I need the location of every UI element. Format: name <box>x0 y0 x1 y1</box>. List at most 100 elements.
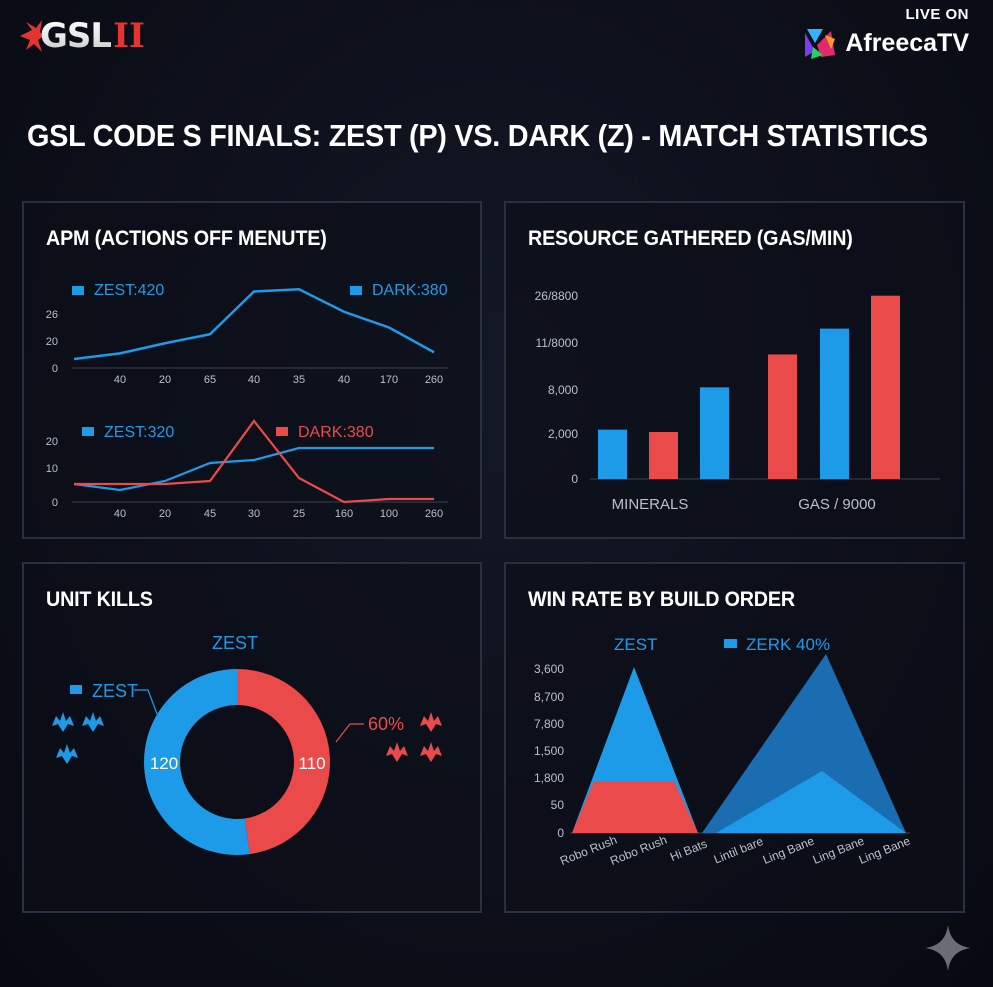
zerg-unit-icon <box>82 712 104 732</box>
apm-bottom-xtick: 20 <box>159 508 171 520</box>
apm-bottom-ytick: 20 <box>46 436 58 448</box>
winrate-panel-title: WIN RATE BY BUILD ORDER <box>528 588 795 611</box>
resource-ytick: 26/8800 <box>535 289 579 303</box>
resource-chart: 0 2,000 8,000 11/8000 26/8800 MINERALS GAS / 9… <box>535 289 940 513</box>
apm-bottom-legend-dark-label: DARK:380 <box>298 424 374 441</box>
unit-kills-dark-leader <box>335 723 364 743</box>
resource-bar <box>700 387 729 479</box>
gsl-logo: GSL II <box>18 12 145 60</box>
resource-bar <box>598 429 627 479</box>
apm-top-xtick: 40 <box>338 374 350 386</box>
afreecatv-brand: AfreecaTV <box>801 25 969 61</box>
apm-top-ytick: 20 <box>46 336 58 348</box>
apm-bottom-xtick: 260 <box>425 508 443 520</box>
gsl-logo-text: GSL <box>40 16 112 56</box>
zerg-unit-icon <box>386 742 408 762</box>
apm-top-xtick: 65 <box>204 374 216 386</box>
winrate-area-zerk <box>702 654 906 833</box>
unit-kills-slice-zest <box>143 669 250 855</box>
winrate-category-label: Lintil bare <box>712 834 766 867</box>
zerg-unit-icon <box>52 712 74 732</box>
winrate-category-label: Ling Bane <box>857 834 913 867</box>
unit-kills-slice-dark <box>237 669 330 855</box>
winrate-legend-zerk-swatch <box>724 639 737 648</box>
unit-kills-panel: UNIT KILLS 120 110 ZEST ZEST 60% <box>22 562 482 913</box>
winrate-legend-zest-label: ZEST <box>614 635 657 654</box>
resource-ytick: 11/8000 <box>536 336 579 350</box>
unit-kills-dark-value: 110 <box>298 754 325 773</box>
unit-kills-dark-label: 60% <box>368 714 404 734</box>
unit-kills-chart: 120 110 ZEST ZEST 60% <box>52 633 442 855</box>
apm-top-xtick: 40 <box>114 374 126 386</box>
sparkle-icon <box>925 925 971 971</box>
winrate-ytick: 1,500 <box>534 744 564 758</box>
apm-legend-zest-label: ZEST:420 <box>94 282 164 299</box>
winrate-ytick: 1,800 <box>534 771 564 785</box>
resource-bar <box>768 354 797 479</box>
winrate-chart: 0 50 1,800 1,500 7,800 8,700 3,600 ZEST ZERK 40%… <box>534 635 913 868</box>
apm-top-ytick: 0 <box>52 363 58 375</box>
unit-kills-zest-leader <box>134 689 158 715</box>
apm-bottom-xtick: 160 <box>335 508 353 520</box>
live-on-label: LIVE ON <box>905 6 969 23</box>
resource-category-label: GAS / 9000 <box>798 496 876 513</box>
winrate-category-label: Robo Rush <box>558 833 619 868</box>
apm-bottom-ytick: 10 <box>46 463 58 475</box>
winrate-category-label: Robo Rush <box>608 833 669 868</box>
live-on-badge: LIVE ON AfreecaTV <box>801 6 969 61</box>
apm-chart: 0 20 26 40 20 65 40 35 40 170 260 ZEST:420 DARK:380 0… <box>46 282 448 520</box>
apm-bottom-legend-zest-swatch <box>82 427 94 436</box>
resource-ytick: 0 <box>571 472 578 486</box>
zerg-unit-icon <box>420 712 442 732</box>
afreecatv-logo-icon <box>805 29 836 59</box>
resource-bar <box>820 328 849 479</box>
winrate-ytick: 0 <box>557 826 564 840</box>
apm-bottom-zest-line <box>73 446 434 492</box>
resource-bar <box>649 432 678 479</box>
winrate-ytick: 7,800 <box>534 717 564 731</box>
apm-top-xtick: 260 <box>425 374 443 386</box>
apm-legend-zest-swatch <box>72 286 84 295</box>
apm-top-xtick: 40 <box>248 374 260 386</box>
unit-kills-panel-title: UNIT KILLS <box>46 588 153 611</box>
apm-bottom-legend-dark-swatch <box>276 427 288 436</box>
apm-bottom-xtick: 45 <box>204 508 216 520</box>
apm-bottom-ytick: 0 <box>52 497 58 509</box>
apm-legend-dark-swatch <box>350 286 362 295</box>
unit-kills-zest-label: ZEST <box>92 681 138 701</box>
apm-bottom-xtick: 30 <box>248 508 260 520</box>
resource-panel-title: RESOURCE GATHERED (GAS/MIN) <box>528 227 853 250</box>
zerg-unit-icon <box>56 744 78 764</box>
winrate-ytick: 8,700 <box>534 690 564 704</box>
afreecatv-name: AfreecaTV <box>845 28 969 57</box>
apm-bottom-xtick: 40 <box>114 508 126 520</box>
apm-bottom-xtick: 100 <box>380 508 398 520</box>
unit-kills-zest-value: 120 <box>150 754 178 773</box>
apm-bottom-legend-zest-label: ZEST:320 <box>104 424 174 441</box>
apm-panel-title: APM (ACTIONS OFF MENUTE) <box>46 227 327 250</box>
page-title: GSL CODE S FINALS: ZEST (P) VS. DARK (Z)… <box>27 118 928 153</box>
winrate-panel: WIN RATE BY BUILD ORDER 0 50 1,800 1,500 7,8… <box>504 562 965 913</box>
winrate-ytick: 3,600 <box>534 662 564 676</box>
winrate-category-label: Hi Bats <box>668 837 709 864</box>
winrate-category-label: Ling Bane <box>811 834 867 867</box>
resource-ytick: 8,000 <box>548 383 578 397</box>
apm-top-xtick: 170 <box>380 374 398 386</box>
apm-top-xtick: 20 <box>159 374 171 386</box>
resource-category-label: MINERALS <box>612 496 689 513</box>
apm-top-series-line <box>73 287 435 361</box>
zerg-unit-icon <box>420 742 442 762</box>
winrate-ytick: 50 <box>551 798 565 812</box>
unit-kills-top-label: ZEST <box>212 633 258 653</box>
apm-panel: APM (ACTIONS OFF MENUTE) 0 20 26 40 20 65 40 35… <box>22 201 482 539</box>
apm-top-ytick: 26 <box>46 309 58 321</box>
winrate-area-zerk-inner <box>716 771 906 833</box>
resource-ytick: 2,000 <box>548 427 578 441</box>
winrate-area-dark <box>572 781 698 833</box>
unit-kills-zest-swatch <box>70 685 82 694</box>
apm-bottom-dark-line <box>74 419 434 504</box>
apm-bottom-xtick: 25 <box>293 508 305 520</box>
winrate-legend-zerk-label: ZERK 40% <box>746 635 830 654</box>
resource-panel: RESOURCE GATHERED (GAS/MIN) 0 2,000 8,000 1… <box>504 201 965 539</box>
resource-bar <box>871 295 900 479</box>
